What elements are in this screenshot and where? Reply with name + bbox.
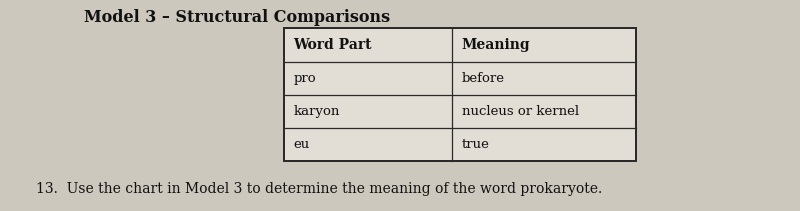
Text: true: true	[462, 138, 490, 151]
Text: eu: eu	[294, 138, 310, 151]
FancyBboxPatch shape	[284, 28, 636, 161]
Text: Word Part: Word Part	[294, 38, 372, 52]
Text: pro: pro	[294, 72, 316, 85]
Text: 13.  Use the chart in Model 3 to determine the meaning of the word prokaryote.: 13. Use the chart in Model 3 to determin…	[36, 182, 602, 196]
Text: Meaning: Meaning	[462, 38, 530, 52]
Text: karyon: karyon	[294, 105, 340, 118]
Text: before: before	[462, 72, 505, 85]
Text: nucleus or kernel: nucleus or kernel	[462, 105, 578, 118]
Text: Model 3 – Structural Comparisons: Model 3 – Structural Comparisons	[84, 9, 390, 27]
